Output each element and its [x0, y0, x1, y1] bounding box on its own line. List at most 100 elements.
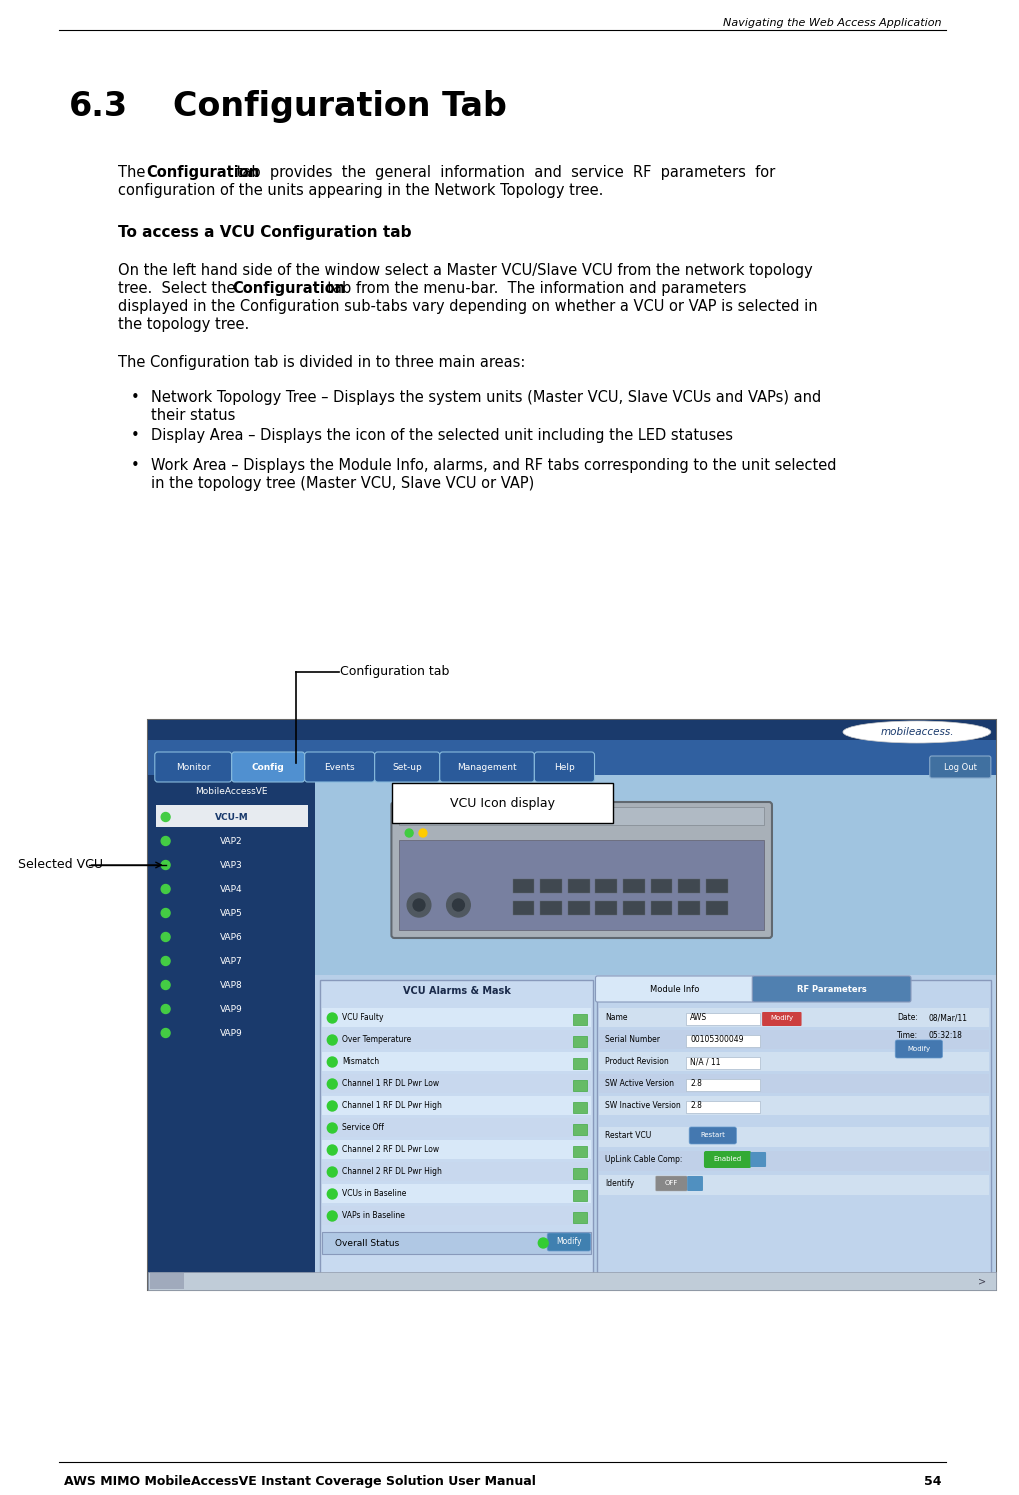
Bar [599, 1127, 988, 1147]
Bar [540, 901, 561, 915]
Text: VCU-M: VCU-M [215, 812, 249, 821]
Circle shape [327, 1123, 337, 1133]
Text: Time:: Time: [897, 1032, 918, 1041]
Text: •: • [131, 428, 140, 443]
Text: 54: 54 [924, 1476, 942, 1488]
Bar [686, 1014, 760, 1026]
Text: Configuration: Configuration [232, 281, 345, 296]
Circle shape [161, 1005, 170, 1014]
Circle shape [419, 830, 427, 837]
Text: VAPs in Baseline: VAPs in Baseline [342, 1211, 405, 1220]
Text: their status: their status [151, 408, 235, 423]
Text: Management: Management [458, 762, 517, 771]
Text: VAP5: VAP5 [220, 909, 244, 918]
Text: Log Out: Log Out [944, 762, 977, 771]
Text: tab from the menu-bar.  The information and parameters: tab from the menu-bar. The information a… [319, 281, 747, 296]
Circle shape [327, 1014, 337, 1023]
Text: Module Info: Module Info [650, 985, 700, 994]
Text: VAP2: VAP2 [220, 837, 243, 846]
Bar [573, 1058, 587, 1069]
Bar [595, 901, 618, 915]
Text: Selected VCU: Selected VCU [17, 858, 103, 872]
Circle shape [161, 837, 170, 846]
Text: Display Area – Displays the icon of the selected unit including the LED statuses: Display Area – Displays the icon of the … [151, 428, 733, 443]
Text: 6.3: 6.3 [69, 90, 128, 123]
Text: Overall Status: Overall Status [335, 1238, 399, 1247]
Text: VCUs in Baseline: VCUs in Baseline [342, 1190, 407, 1199]
FancyBboxPatch shape [305, 752, 375, 782]
Text: Restart: Restart [700, 1132, 726, 1138]
Text: Product Revision: Product Revision [605, 1057, 669, 1066]
Bar [599, 1008, 988, 1027]
FancyBboxPatch shape [762, 1012, 802, 1026]
Text: SW Active Version: SW Active Version [605, 1079, 675, 1088]
FancyBboxPatch shape [689, 1127, 737, 1144]
Text: VAP9: VAP9 [220, 1029, 244, 1038]
Text: 05:32:18: 05:32:18 [928, 1032, 963, 1041]
Text: Channel 2 RF DL Pwr Low: Channel 2 RF DL Pwr Low [342, 1145, 439, 1154]
Text: VCU Alarms & Mask: VCU Alarms & Mask [403, 987, 511, 996]
FancyBboxPatch shape [392, 783, 613, 824]
FancyBboxPatch shape [704, 1151, 751, 1168]
FancyBboxPatch shape [440, 752, 534, 782]
Circle shape [327, 1079, 337, 1088]
Text: Help: Help [554, 762, 575, 771]
Bar [686, 1035, 760, 1046]
Bar [599, 1151, 988, 1171]
Bar [651, 901, 673, 915]
Text: VCU Faulty: VCU Faulty [342, 1014, 383, 1023]
Bar [513, 901, 534, 915]
Bar [148, 721, 996, 1290]
Bar [686, 1079, 760, 1091]
Circle shape [161, 981, 170, 990]
Bar [679, 901, 700, 915]
Text: VAP9: VAP9 [220, 1005, 244, 1014]
Bar [599, 1175, 988, 1195]
Text: AWS MIMO MobileAccessVE Instant Coverage Solution User Manual: AWS MIMO MobileAccessVE Instant Coverage… [64, 1476, 536, 1488]
Text: the topology tree.: the topology tree. [118, 317, 250, 332]
Bar [322, 1118, 591, 1138]
Text: MobileAccessVE: MobileAccessVE [196, 786, 268, 795]
Text: 00105300049: 00105300049 [690, 1036, 744, 1045]
Text: Restart VCU: Restart VCU [605, 1132, 651, 1141]
Bar [573, 1168, 587, 1180]
Circle shape [327, 1035, 337, 1045]
Text: 2.8: 2.8 [690, 1079, 702, 1088]
FancyBboxPatch shape [752, 976, 911, 1002]
Text: The: The [118, 164, 151, 179]
Bar [573, 1014, 587, 1026]
FancyBboxPatch shape [391, 801, 772, 937]
Text: VAP7: VAP7 [220, 957, 244, 966]
Bar [322, 1184, 591, 1203]
FancyBboxPatch shape [595, 976, 754, 1002]
Text: •: • [131, 390, 140, 405]
Bar [322, 1232, 591, 1254]
Text: UpLink Cable Comp:: UpLink Cable Comp: [605, 1156, 683, 1165]
Bar [540, 879, 561, 893]
Text: Channel 2 RF DL Pwr High: Channel 2 RF DL Pwr High [342, 1168, 442, 1177]
Bar [573, 1190, 587, 1200]
Circle shape [406, 830, 413, 837]
Text: Configuration Tab: Configuration Tab [172, 90, 506, 123]
Circle shape [408, 893, 431, 916]
Bar [148, 1272, 996, 1290]
Text: VAP8: VAP8 [220, 981, 244, 990]
Text: RF Parameters: RF Parameters [797, 985, 866, 994]
Text: Channel 1 RF DL Pwr Low: Channel 1 RF DL Pwr Low [342, 1079, 439, 1088]
Bar [686, 1057, 760, 1069]
Circle shape [161, 957, 170, 966]
Text: >: > [978, 1277, 986, 1286]
Text: Configuration tab: Configuration tab [340, 665, 449, 679]
Bar [399, 807, 764, 825]
Text: VAP3: VAP3 [220, 861, 244, 870]
Bar [322, 1030, 591, 1049]
Bar [706, 879, 728, 893]
Bar [599, 1030, 988, 1049]
Circle shape [538, 1238, 548, 1248]
Text: Events: Events [324, 762, 355, 771]
Text: Identify: Identify [605, 1180, 635, 1189]
Bar [679, 879, 700, 893]
Bar [623, 901, 645, 915]
Bar [322, 1206, 591, 1224]
Text: tree.  Select the: tree. Select the [118, 281, 240, 296]
